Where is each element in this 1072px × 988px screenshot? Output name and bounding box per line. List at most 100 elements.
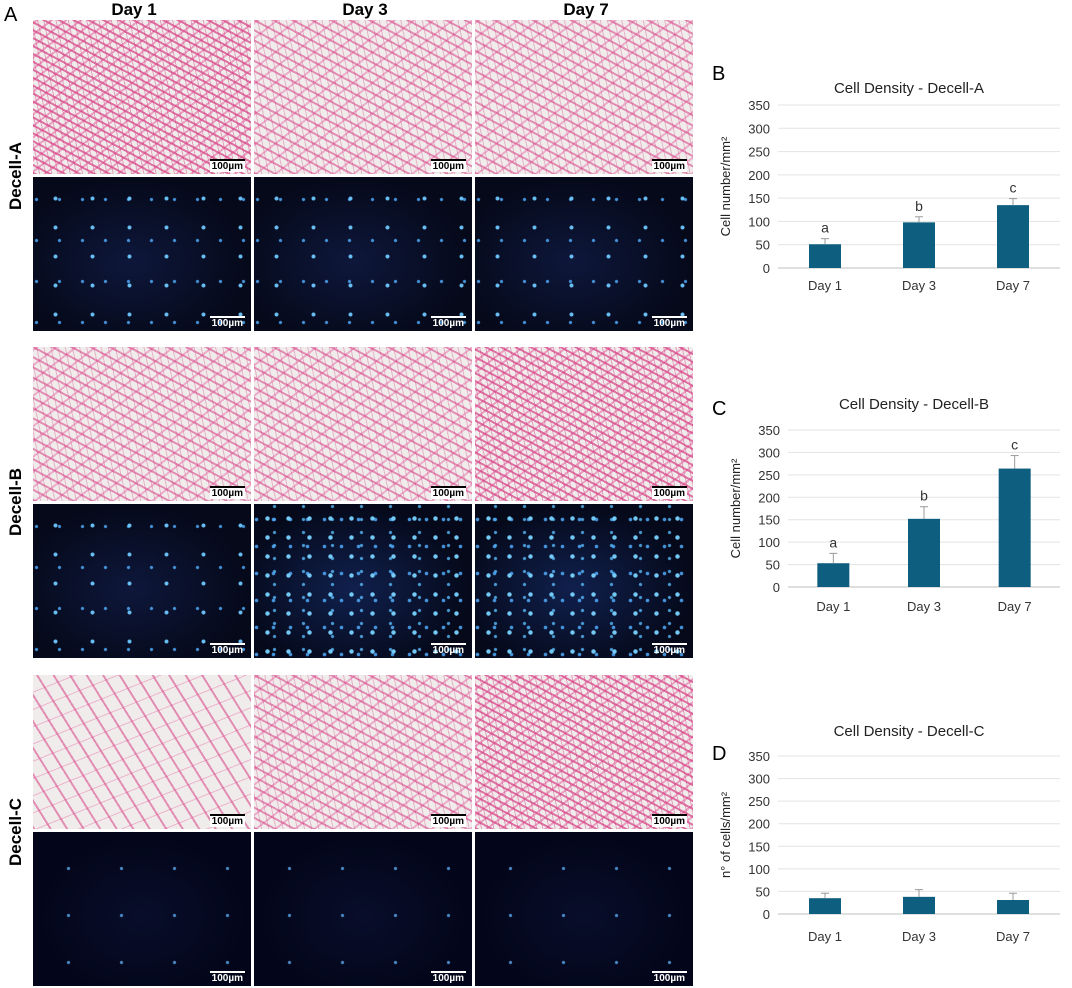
y-tick-label: 350 — [748, 749, 770, 764]
scale-bar: 100µm — [430, 814, 467, 827]
x-tick-label: Day 1 — [816, 599, 850, 614]
y-tick-label: 100 — [758, 535, 780, 550]
y-tick-label: 150 — [748, 839, 770, 854]
bar — [817, 563, 850, 587]
y-tick-label: 150 — [758, 513, 780, 528]
panel-letter: C — [712, 398, 726, 420]
y-axis-label: n° of cells/mm² — [718, 791, 733, 878]
chart-title: Cell Density - Decell-A — [834, 80, 984, 97]
y-tick-label: 0 — [763, 907, 770, 922]
y-tick-label: 350 — [758, 423, 780, 438]
dapi-micrograph-decell-a-day3: 100µm — [254, 177, 472, 331]
he-micrograph-decell-a-day3: 100µm — [254, 20, 472, 174]
scale-bar: 100µm — [430, 971, 467, 984]
row-header-decell-a: Decell-A — [6, 141, 25, 211]
scale-bar: 100µm — [430, 643, 467, 656]
bar-chart: D Cell Density - Decell-C 0 50 100 150 200 250 3… — [712, 723, 1060, 944]
bar — [809, 898, 841, 914]
chart-panel-d: D Cell Density - Decell-C 0 50 100 150 200 250 3… — [700, 715, 1072, 955]
column-header-day7: Day 7 — [563, 0, 609, 19]
scale-bar: 100µm — [651, 159, 688, 172]
dapi-micrograph-decell-a-day7: 100µm — [475, 177, 693, 331]
x-tick-label: Day 7 — [996, 278, 1030, 293]
y-tick-label: 50 — [756, 238, 770, 253]
y-tick-label: 0 — [763, 261, 770, 276]
scale-bar: 100µm — [430, 316, 467, 329]
scale-bar: 100µm — [209, 316, 246, 329]
y-tick-label: 250 — [748, 794, 770, 809]
scale-bar: 100µm — [209, 159, 246, 172]
scale-bar: 100µm — [651, 643, 688, 656]
x-tick-label: Day 1 — [808, 278, 842, 293]
bar — [997, 205, 1029, 268]
x-tick-label: Day 7 — [998, 599, 1032, 614]
y-tick-label: 300 — [748, 772, 770, 787]
significance-letter: c — [1011, 437, 1018, 453]
he-micrograph-decell-c-day3: 100µm — [254, 675, 472, 829]
bar — [997, 900, 1029, 914]
y-tick-label: 150 — [748, 191, 770, 206]
he-micrograph-decell-c-day1: 100µm — [33, 675, 251, 829]
scale-bar: 100µm — [430, 486, 467, 499]
scale-bar: 100µm — [651, 316, 688, 329]
he-micrograph-decell-a-day7: 100µm — [475, 20, 693, 174]
y-tick-label: 50 — [756, 884, 770, 899]
y-tick-label: 100 — [748, 862, 770, 877]
chart-title: Cell Density - Decell-C — [834, 723, 985, 740]
panel-letter: B — [712, 63, 725, 85]
dapi-micrograph-decell-c-day1: 100µm — [33, 832, 251, 986]
scale-bar: 100µm — [651, 486, 688, 499]
y-tick-label: 100 — [748, 214, 770, 229]
y-tick-label: 50 — [766, 558, 780, 573]
dapi-micrograph-decell-c-day7: 100µm — [475, 832, 693, 986]
x-tick-label: Day 3 — [907, 599, 941, 614]
bar-chart: C Cell Density - Decell-B 0 50 100 150 200 250 3… — [712, 396, 1060, 614]
y-tick-label: 250 — [758, 468, 780, 483]
y-tick-label: 350 — [748, 98, 770, 113]
bar — [809, 244, 841, 268]
he-micrograph-decell-c-day7: 100µm — [475, 675, 693, 829]
scale-bar: 100µm — [651, 971, 688, 984]
chart-panel-b: B Cell Density - Decell-A 0 50 100 150 200 250 3… — [700, 60, 1072, 300]
significance-letter: a — [829, 534, 837, 550]
scale-bar: 100µm — [209, 486, 246, 499]
x-tick-label: Day 3 — [902, 929, 936, 944]
y-tick-label: 200 — [748, 817, 770, 832]
significance-letter: a — [821, 220, 829, 236]
y-tick-label: 250 — [748, 145, 770, 160]
row-header-decell-c: Decell-C — [6, 797, 25, 867]
chart-panel-c: C Cell Density - Decell-B 0 50 100 150 200 250 3… — [700, 385, 1072, 625]
dapi-micrograph-decell-b-day1: 100µm — [33, 504, 251, 658]
he-micrograph-decell-b-day3: 100µm — [254, 347, 472, 501]
bar — [903, 896, 935, 914]
significance-letter: b — [915, 198, 923, 214]
dapi-micrograph-decell-c-day3: 100µm — [254, 832, 472, 986]
scale-bar: 100µm — [651, 814, 688, 827]
x-tick-label: Day 1 — [808, 929, 842, 944]
bar-chart: B Cell Density - Decell-A 0 50 100 150 200 250 3… — [712, 63, 1060, 293]
y-axis-label: Cell number/mm² — [718, 136, 733, 236]
y-tick-label: 300 — [748, 121, 770, 136]
column-header-day3: Day 3 — [342, 0, 388, 19]
x-tick-label: Day 3 — [902, 278, 936, 293]
y-tick-label: 0 — [773, 580, 780, 595]
panel-letter: D — [712, 743, 726, 765]
scale-bar: 100µm — [209, 643, 246, 656]
significance-letter: c — [1010, 180, 1017, 196]
significance-letter: b — [920, 488, 928, 504]
scale-bar: 100µm — [209, 814, 246, 827]
y-tick-label: 200 — [758, 490, 780, 505]
chart-title: Cell Density - Decell-B — [839, 396, 989, 413]
scale-bar: 100µm — [430, 159, 467, 172]
he-micrograph-decell-a-day1: 100µm — [33, 20, 251, 174]
dapi-micrograph-decell-b-day7: 100µm — [475, 504, 693, 658]
dapi-micrograph-decell-a-day1: 100µm — [33, 177, 251, 331]
y-axis-label: Cell number/mm² — [728, 458, 743, 558]
scale-bar: 100µm — [209, 971, 246, 984]
y-tick-label: 300 — [758, 445, 780, 460]
column-header-day1: Day 1 — [111, 0, 157, 19]
panel-letter-a: A — [4, 4, 18, 26]
he-micrograph-decell-b-day1: 100µm — [33, 347, 251, 501]
row-header-decell-b: Decell-B — [6, 467, 25, 537]
x-tick-label: Day 7 — [996, 929, 1030, 944]
